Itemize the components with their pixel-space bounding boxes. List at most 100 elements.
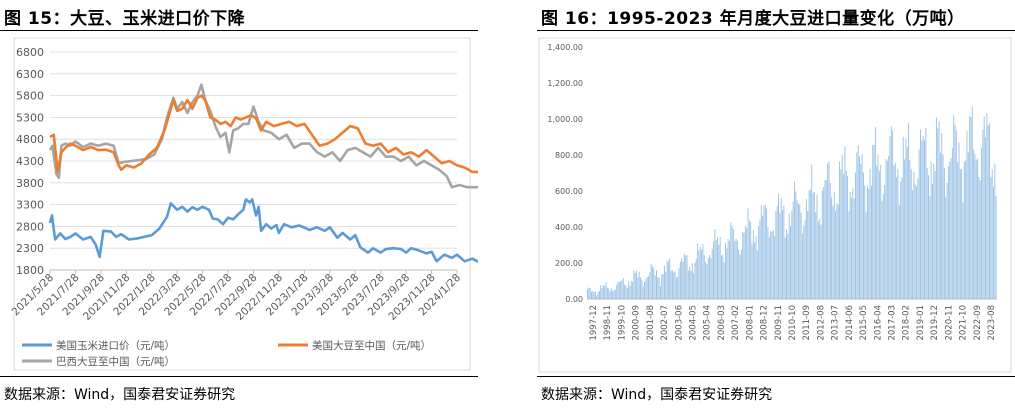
bar bbox=[685, 255, 687, 299]
bar bbox=[642, 286, 644, 299]
bar bbox=[751, 243, 753, 299]
bar bbox=[995, 196, 997, 299]
bar bbox=[881, 201, 883, 299]
bar bbox=[638, 271, 640, 299]
x-tick-label: 2014-06 bbox=[845, 305, 855, 341]
bar bbox=[718, 244, 720, 299]
y-tick-label: 400.00 bbox=[555, 223, 583, 232]
bar bbox=[924, 140, 925, 299]
y-tick-label: 200.00 bbox=[555, 259, 583, 268]
bar bbox=[939, 152, 941, 299]
y-tick-label: 6300 bbox=[16, 68, 44, 81]
bar bbox=[682, 261, 684, 299]
bar bbox=[746, 228, 748, 299]
bar bbox=[780, 198, 782, 299]
bar bbox=[852, 188, 854, 299]
bar bbox=[869, 168, 871, 299]
bar bbox=[965, 160, 967, 299]
bar bbox=[962, 202, 964, 299]
bar bbox=[628, 281, 630, 299]
bar bbox=[669, 258, 671, 299]
title-rule bbox=[0, 30, 478, 31]
bar bbox=[677, 276, 679, 299]
bar bbox=[835, 211, 837, 299]
x-tick-label: 2023-08 bbox=[987, 305, 997, 341]
bar bbox=[710, 257, 712, 299]
bar bbox=[910, 169, 912, 299]
bar bbox=[909, 160, 911, 299]
bar bbox=[967, 152, 969, 299]
bar bbox=[587, 289, 588, 299]
bar bbox=[732, 229, 734, 299]
bar bbox=[918, 149, 920, 299]
bar bbox=[799, 204, 801, 299]
bar bbox=[969, 116, 971, 299]
bar bbox=[596, 295, 598, 299]
bar bbox=[873, 144, 875, 299]
bar bbox=[711, 248, 713, 299]
bar bbox=[866, 185, 868, 299]
bar bbox=[801, 233, 803, 299]
bar bbox=[792, 201, 794, 299]
bar bbox=[824, 180, 826, 299]
bar bbox=[793, 181, 795, 299]
bar bbox=[941, 133, 943, 299]
x-tick-label: 1997-12 bbox=[589, 305, 599, 341]
bar bbox=[906, 147, 908, 299]
bar bbox=[987, 125, 989, 299]
bar bbox=[784, 237, 786, 299]
x-tick-label: 2010-10 bbox=[788, 305, 798, 341]
bar bbox=[630, 281, 632, 299]
bar bbox=[983, 116, 985, 299]
bar bbox=[731, 225, 733, 299]
bar bbox=[958, 142, 960, 299]
bar bbox=[618, 282, 620, 299]
bar bbox=[766, 208, 768, 299]
bar bbox=[989, 123, 990, 299]
bar bbox=[709, 254, 711, 299]
bar bbox=[597, 292, 599, 299]
bar bbox=[763, 205, 765, 299]
bar bbox=[633, 270, 635, 299]
title-rule bbox=[537, 30, 1015, 31]
bar bbox=[613, 290, 615, 299]
bar bbox=[836, 203, 838, 299]
bar bbox=[706, 264, 708, 299]
bar bbox=[705, 261, 707, 299]
bar bbox=[764, 204, 766, 299]
bar bbox=[670, 270, 672, 299]
bar bbox=[833, 191, 835, 299]
bar bbox=[608, 288, 610, 299]
bar bbox=[776, 206, 778, 299]
bar bbox=[841, 155, 843, 299]
bar bbox=[970, 117, 972, 299]
bar bbox=[694, 262, 696, 299]
bar bbox=[889, 136, 891, 299]
bar bbox=[779, 212, 781, 299]
x-tick-label: 1998-11 bbox=[603, 305, 613, 341]
bar bbox=[800, 212, 802, 299]
bar bbox=[701, 249, 703, 299]
chart-title: 图 16：1995-2023 年月度大豆进口量变化（万吨） bbox=[541, 9, 965, 29]
bar bbox=[807, 210, 809, 299]
bar bbox=[652, 266, 653, 299]
bar bbox=[748, 220, 750, 299]
bar bbox=[890, 126, 892, 299]
bar bbox=[617, 281, 619, 299]
bar bbox=[771, 231, 773, 299]
bar bbox=[659, 286, 661, 299]
bar bbox=[963, 161, 965, 299]
chart-source: 数据来源：Wind，国泰君安证券研究 bbox=[541, 387, 773, 403]
x-tick-label: 2019-01 bbox=[916, 305, 926, 341]
bar bbox=[913, 171, 915, 299]
bar bbox=[675, 277, 677, 299]
bar bbox=[649, 272, 651, 299]
bar bbox=[600, 285, 602, 299]
bar bbox=[622, 278, 624, 299]
bar bbox=[665, 271, 667, 299]
bar bbox=[938, 121, 940, 300]
bar bbox=[877, 154, 879, 299]
bar bbox=[594, 291, 596, 299]
y-tick-label: 3300 bbox=[16, 199, 44, 212]
y-tick-label: 1,400.00 bbox=[547, 43, 583, 52]
